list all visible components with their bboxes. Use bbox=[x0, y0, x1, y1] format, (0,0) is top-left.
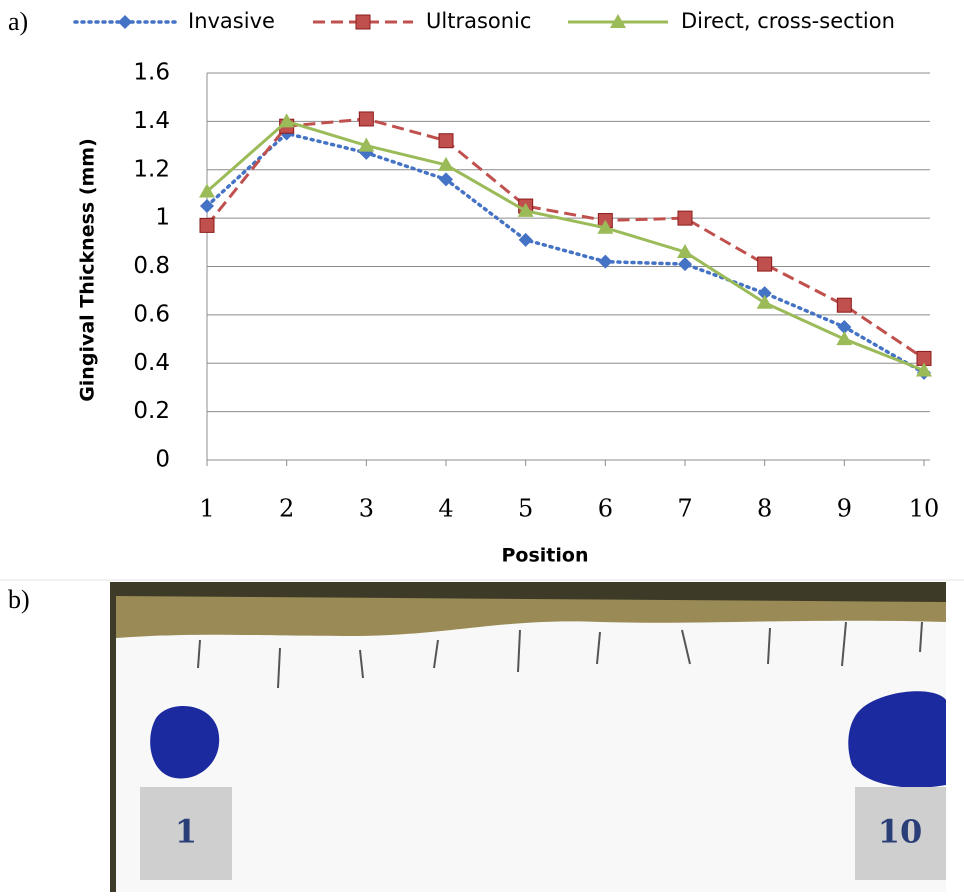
y-tick-label: 0.6 bbox=[133, 301, 170, 327]
series-line bbox=[205, 131, 926, 375]
legend-label: Invasive bbox=[188, 9, 275, 33]
marker bbox=[757, 256, 773, 272]
marker bbox=[438, 156, 454, 171]
marker bbox=[517, 202, 534, 217]
y-tick-label: 1.4 bbox=[133, 108, 170, 134]
position-marks bbox=[197, 621, 923, 689]
series-line bbox=[206, 119, 925, 372]
legend-marker bbox=[355, 14, 371, 30]
y-tick-label: 0 bbox=[155, 447, 170, 473]
y-tick-label: 0.4 bbox=[133, 350, 170, 376]
x-tick-label: 9 bbox=[837, 495, 852, 523]
marker bbox=[837, 319, 852, 334]
x-axis-title: Position bbox=[502, 545, 589, 567]
ink-dot bbox=[848, 691, 946, 788]
marker bbox=[278, 113, 295, 128]
marker bbox=[677, 210, 693, 226]
x-tick-label: 8 bbox=[757, 495, 772, 523]
series-line bbox=[205, 117, 925, 360]
photo: 1 10 bbox=[110, 582, 946, 892]
marker bbox=[678, 257, 692, 272]
marker bbox=[756, 294, 773, 309]
marker bbox=[358, 137, 375, 152]
marker bbox=[518, 232, 533, 247]
y-tick-label: 1.6 bbox=[133, 60, 170, 86]
photo-label: 10 bbox=[878, 813, 923, 851]
x-tick-label: 5 bbox=[518, 495, 533, 523]
y-tick-label: 1.2 bbox=[133, 156, 170, 182]
x-tick-label: 4 bbox=[438, 495, 453, 523]
marker bbox=[916, 362, 932, 377]
gingiva bbox=[116, 596, 946, 638]
legend-label: Ultrasonic bbox=[426, 9, 531, 33]
y-tick-label: 1 bbox=[155, 205, 170, 231]
marker bbox=[598, 254, 613, 269]
y-tick-label: 0.8 bbox=[133, 253, 170, 279]
y-tick-label: 0.2 bbox=[133, 398, 170, 424]
legend-marker bbox=[610, 14, 626, 28]
photo-label: 1 bbox=[175, 813, 197, 851]
marker bbox=[836, 297, 852, 313]
x-tick-label: 1 bbox=[199, 495, 214, 523]
x-tick-label: 6 bbox=[598, 495, 613, 523]
marker bbox=[597, 219, 614, 234]
x-tick-label: 2 bbox=[279, 495, 294, 523]
ink-dot bbox=[150, 706, 220, 779]
marker bbox=[200, 199, 214, 214]
y-axis-title: Gingival Thickness (mm) bbox=[77, 138, 99, 402]
marker bbox=[199, 217, 215, 233]
x-tick-label: 10 bbox=[909, 495, 940, 523]
photo-strip bbox=[116, 610, 946, 892]
marker bbox=[757, 286, 772, 301]
x-tick-label: 7 bbox=[677, 495, 692, 523]
panel-label: a) bbox=[8, 7, 28, 36]
marker bbox=[199, 183, 215, 198]
x-tick-label: 3 bbox=[359, 495, 374, 523]
legend-marker bbox=[118, 15, 132, 29]
marker bbox=[439, 172, 453, 187]
panel-label: b) bbox=[8, 585, 30, 614]
label-box bbox=[140, 787, 232, 880]
marker bbox=[438, 133, 454, 149]
marker bbox=[358, 111, 374, 127]
marker bbox=[677, 243, 693, 258]
legend-label: Direct, cross-section bbox=[681, 9, 895, 33]
marker bbox=[836, 331, 853, 346]
label-box bbox=[855, 787, 946, 880]
